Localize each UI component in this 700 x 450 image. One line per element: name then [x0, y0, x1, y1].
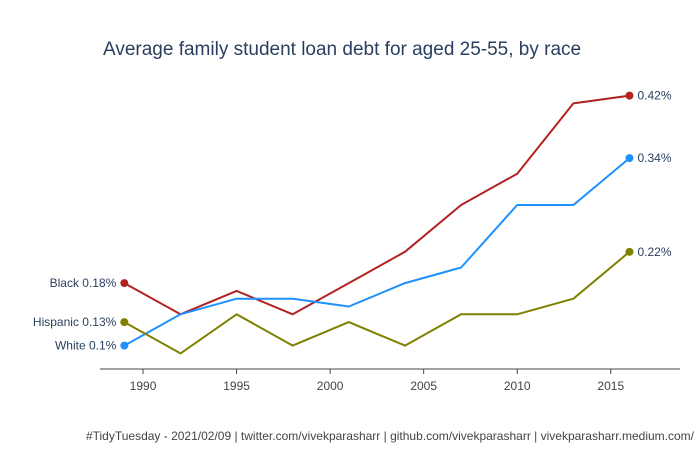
chart-caption: #TidyTuesday - 2021/02/09 | twitter.com/…	[86, 429, 695, 443]
series-line-black	[123, 94, 630, 316]
end-label-white: 0.34%	[637, 151, 671, 165]
start-marker-hispanic	[120, 318, 129, 327]
end-marker-white	[625, 154, 634, 163]
start-label-black: Black 0.18%	[50, 276, 117, 290]
x-tick-label: 1990	[130, 379, 157, 393]
x-tick-label: 2010	[504, 379, 531, 393]
series-labels: Black 0.18% 0.42% White 0.1% 0.34% Hispanic …	[33, 89, 672, 353]
x-tick-label: 2005	[410, 379, 437, 393]
start-label-white: White 0.1%	[55, 339, 117, 353]
x-tick-label: 2015	[597, 379, 624, 393]
start-label-hispanic: Hispanic 0.13%	[33, 315, 117, 329]
chart-title: Average family student loan debt for age…	[103, 39, 581, 60]
end-label-hispanic: 0.22%	[637, 245, 671, 259]
series-markers	[120, 91, 634, 350]
end-marker-hispanic	[625, 247, 634, 256]
start-marker-white	[120, 341, 129, 350]
start-marker-black	[120, 279, 129, 288]
series-line-hispanic	[123, 251, 631, 355]
x-axis-ticks: 1990 1995 2000 2005 2010 2015	[130, 369, 624, 393]
x-tick-label: 1995	[223, 379, 250, 393]
series-line-white	[123, 157, 631, 347]
end-label-black: 0.42%	[637, 89, 671, 103]
x-tick-label: 2000	[317, 379, 344, 393]
end-marker-black	[625, 91, 634, 100]
series-lines	[123, 94, 631, 355]
